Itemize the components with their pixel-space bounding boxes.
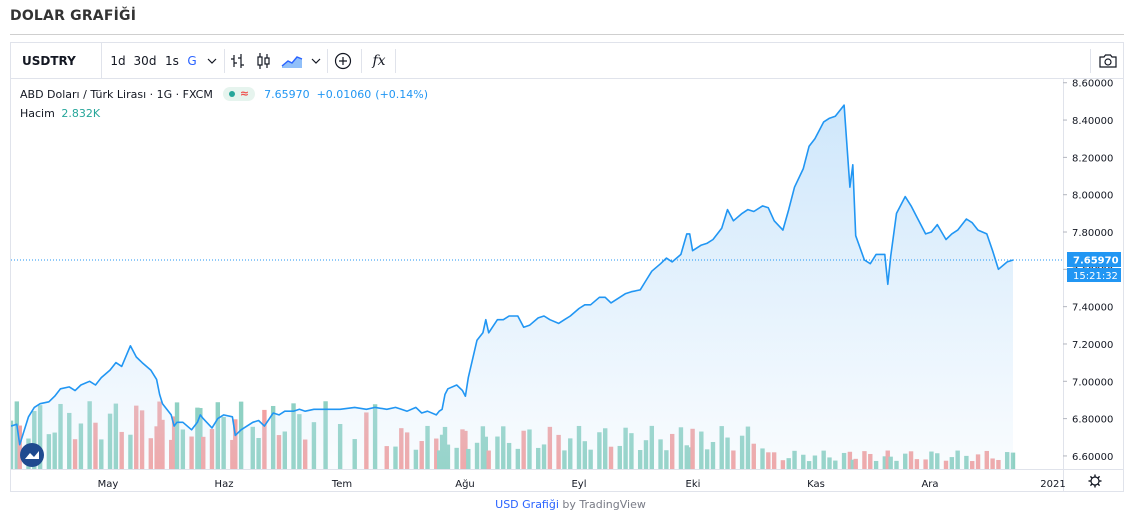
indicators-button[interactable]: fx [372, 53, 386, 69]
toolbar-separator [224, 49, 225, 73]
toolbar-separator [327, 49, 328, 73]
x-tick-label: 2021 [1040, 479, 1065, 490]
countdown-label: 15:21:32 [1073, 271, 1118, 282]
y-tick-label: 8.60000 [1072, 79, 1113, 90]
last-price-axis-label: 7.65970 [1073, 256, 1119, 267]
countdown-label-bg [1067, 268, 1121, 283]
x-tick-label: Ara [921, 479, 938, 490]
y-tick-label: 6.60000 [1072, 452, 1113, 463]
price-chart[interactable]: 6.600006.800007.000007.200007.400007.600… [11, 79, 1123, 491]
interval-dropdown-button[interactable] [203, 43, 221, 79]
price-area-fill [11, 105, 1013, 469]
x-tick-label: Kas [807, 479, 825, 490]
plus-circle-icon [334, 52, 352, 70]
last-price-value: 7.65970 [264, 87, 310, 101]
symbol-description: ABD Doları / Türk Lirası · 1G · FXCM [20, 87, 213, 101]
x-tick-label: Eki [686, 479, 701, 490]
toolbar-separator [361, 49, 362, 73]
area-chart-icon [281, 56, 303, 68]
area-style-button[interactable] [279, 43, 305, 79]
screenshot-button[interactable] [1093, 43, 1123, 79]
y-tick-label: 8.20000 [1072, 153, 1113, 164]
market-status-pill: ≈ [222, 87, 256, 101]
candles-icon [257, 53, 270, 69]
y-tick-label: 6.80000 [1072, 415, 1113, 426]
title-divider [10, 34, 1124, 35]
interval-g-button[interactable]: G [187, 54, 197, 68]
interval-30d-button[interactable]: 30d [133, 54, 157, 68]
camera-icon [1099, 54, 1117, 68]
chevron-down-icon [207, 58, 217, 64]
x-tick-label: May [98, 479, 119, 490]
wave-icon: ≈ [239, 87, 250, 100]
usd-chart-link[interactable]: USD Grafiği [495, 498, 559, 511]
volume-value: 2.832K [61, 107, 101, 120]
bars-icon [231, 54, 244, 68]
symbol-search-button[interactable]: USDTRY [11, 43, 102, 79]
settings-gear-icon[interactable] [1088, 474, 1102, 488]
footer-attribution: USD Grafiği by TradingView [0, 498, 1141, 511]
toolbar-separator [395, 49, 396, 73]
y-tick-label: 8.00000 [1072, 191, 1113, 202]
chart-toolbar: USDTRY 1d 30d 1s G fx [11, 43, 1123, 79]
interval-1s-button[interactable]: 1s [165, 54, 179, 68]
candles-style-button[interactable] [253, 43, 275, 79]
x-tick-label: Tem [331, 479, 352, 490]
chevron-down-icon [311, 58, 321, 64]
volume-label: Hacim [20, 107, 55, 120]
chart-widget: USDTRY 1d 30d 1s G fx 6.60000 6 [10, 42, 1124, 492]
interval-1d-button[interactable]: 1d [110, 54, 126, 68]
y-tick-label: 7.00000 [1072, 377, 1113, 388]
price-change-value: +0.01060 [316, 87, 372, 101]
y-tick-label: 7.40000 [1072, 303, 1113, 314]
y-tick-label: 7.80000 [1072, 228, 1113, 239]
x-tick-label: Ağu [455, 478, 475, 490]
chart-legend: ABD Doları / Türk Lirası · 1G · FXCM ≈ 7… [20, 87, 428, 101]
x-tick-label: Eyl [571, 479, 586, 490]
x-tick-label: Haz [215, 479, 234, 490]
chart-style-dropdown-button[interactable] [308, 43, 324, 79]
y-tick-label: 7.20000 [1072, 340, 1113, 351]
page-title: DOLAR GRAFİĞİ [10, 8, 137, 24]
toolbar-separator [1090, 49, 1091, 73]
price-line [11, 104, 1014, 446]
price-change-percent: (+0.14%) [375, 87, 429, 101]
volume-legend: Hacim 2.832K [20, 107, 100, 120]
compare-button[interactable] [331, 43, 355, 79]
tradingview-logo-icon [20, 443, 44, 467]
last-price-label-bg [1067, 252, 1121, 268]
bars-style-button[interactable] [227, 43, 249, 79]
y-tick-label: 8.40000 [1072, 116, 1113, 127]
tradingview-credit: by TradingView [562, 498, 646, 511]
market-open-dot-icon [228, 91, 235, 97]
